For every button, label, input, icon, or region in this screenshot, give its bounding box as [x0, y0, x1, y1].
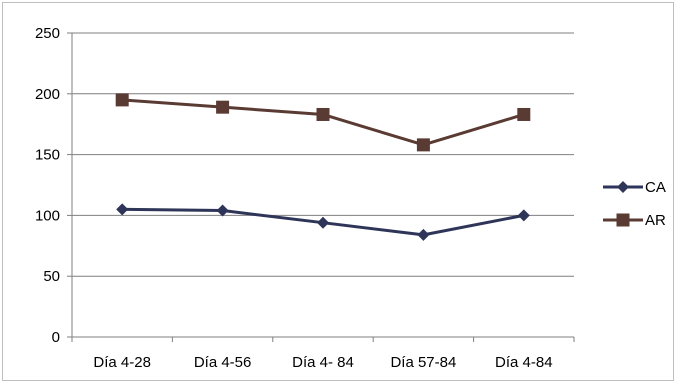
x-tick-label: Día 4-56	[194, 354, 252, 371]
data-point-ca	[116, 203, 129, 216]
chart-frame	[2, 2, 674, 381]
y-tick-label: 100	[35, 207, 60, 224]
axes: 0 50 100 150 200 250 Día 4-28 Día 4-56 Día 4- 84…	[35, 25, 575, 371]
data-point-ca	[417, 228, 430, 241]
data-point-ca	[517, 209, 530, 222]
data-point-ar	[316, 107, 330, 121]
data-point-ar	[115, 93, 129, 107]
data-point-ar	[517, 107, 531, 121]
legend-item-ar: AR	[603, 212, 666, 229]
data-point-ar	[416, 138, 430, 152]
data-point-ca	[317, 216, 329, 229]
x-tick-label: Día 57-84	[390, 354, 456, 371]
series-line-ar	[122, 98, 525, 147]
y-tick-label: 250	[35, 25, 60, 42]
y-tick-label: 0	[52, 329, 60, 346]
series-ca	[116, 203, 530, 241]
data-point-ca	[216, 204, 229, 217]
legend-item-ca: CA	[603, 179, 666, 196]
legend-marker-ar	[616, 213, 630, 227]
legend-label-ar: AR	[645, 212, 666, 229]
x-tick-label: Día 4- 84	[292, 354, 354, 371]
series-ar	[115, 93, 531, 152]
legend-marker-ca	[617, 181, 629, 193]
y-tick-label: 50	[43, 268, 60, 285]
y-tick-label: 200	[35, 86, 60, 103]
x-tick-label: Día 4-84	[495, 354, 553, 371]
data-point-ar	[216, 100, 230, 114]
legend-label-ca: CA	[645, 179, 666, 196]
x-tick-label: Día 4-28	[93, 354, 151, 371]
y-tick-label: 150	[35, 147, 60, 164]
legend: CA AR	[603, 179, 666, 229]
gridlines	[72, 32, 574, 277]
series-layer	[115, 93, 531, 241]
